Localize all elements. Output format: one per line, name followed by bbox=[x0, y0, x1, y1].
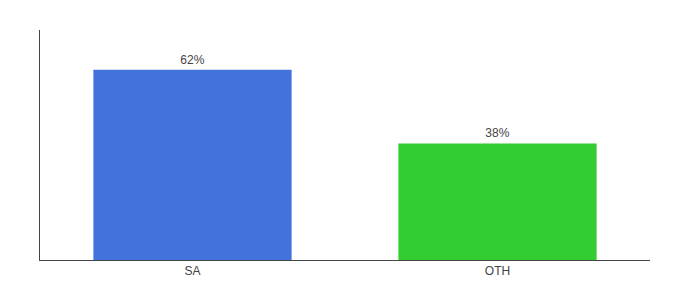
svg-text:SA: SA bbox=[184, 264, 200, 278]
svg-text:38%: 38% bbox=[485, 126, 509, 140]
svg-text:OTH: OTH bbox=[485, 264, 510, 278]
svg-text:62%: 62% bbox=[180, 53, 204, 67]
